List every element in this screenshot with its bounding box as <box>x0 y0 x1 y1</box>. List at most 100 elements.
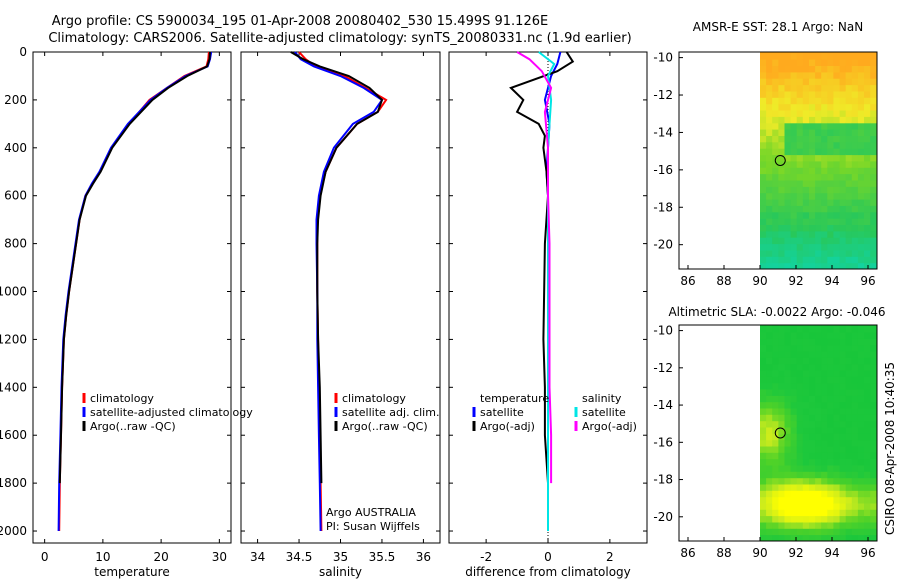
sla_map-cell <box>790 522 798 529</box>
sst_map-cell <box>766 218 773 225</box>
sst_map-cell <box>864 110 871 117</box>
sst_map-cell <box>790 110 798 117</box>
sla_map-cell <box>845 401 853 409</box>
sla_map-cell <box>870 363 877 371</box>
sla_map-cell <box>827 414 834 422</box>
sla_map-xtick-label: 90 <box>752 546 767 560</box>
sst_map-cell <box>821 97 828 105</box>
sla_map-cell <box>760 376 767 384</box>
sla_map-cell <box>766 503 773 510</box>
sst_map-cell <box>802 71 810 79</box>
sst_map-cell <box>796 243 804 251</box>
sst_map-cell <box>857 116 865 124</box>
sst_map-cell <box>766 199 773 206</box>
sst_map-cell <box>784 71 792 79</box>
sla_map-cell <box>760 338 767 346</box>
sst_map-cell <box>845 262 853 270</box>
sst_map-cell <box>857 205 865 213</box>
sla_map-cell <box>827 370 834 377</box>
sst_map-cell <box>845 103 853 111</box>
sla_map-cell <box>815 408 822 415</box>
sla_map-cell <box>802 522 810 529</box>
sst_map-cell <box>864 97 871 105</box>
sst_map-cell <box>857 148 865 156</box>
sla_map-cell <box>833 490 840 498</box>
sst_map-cell <box>766 135 773 143</box>
sla_map-cell <box>870 503 877 510</box>
sla_map-cell <box>845 338 853 346</box>
sla_map-cell <box>870 351 877 358</box>
temperature-ytick-label: 400 <box>4 141 27 155</box>
sla_map-cell <box>864 509 871 517</box>
sla_map-cell <box>821 433 828 441</box>
sla_map-cell <box>809 452 816 460</box>
sst_map-ytick-label: -10 <box>653 51 673 65</box>
sst_map-cell <box>839 249 847 257</box>
sla_map-cell <box>772 439 779 447</box>
sla_map-cell <box>815 446 822 453</box>
sla_map-cell <box>790 471 798 479</box>
sla_map-cell <box>839 389 847 396</box>
sst_map-cell <box>870 218 877 225</box>
sst_map-cell <box>796 135 804 143</box>
sla_map-cell <box>870 408 877 415</box>
sst_map-cell <box>864 154 871 162</box>
sla_map-cell <box>772 534 779 542</box>
sst_map-cell <box>851 52 859 60</box>
sla_map-cell <box>772 471 779 479</box>
sla_map-cell <box>833 484 840 491</box>
sst_map-cell <box>815 256 822 264</box>
sst_map-cell <box>833 52 840 60</box>
sst_map-cell <box>870 84 877 92</box>
sla_map-cell <box>772 465 779 472</box>
sst_map-cell <box>802 78 810 86</box>
sst_map-cell <box>857 249 865 257</box>
sla_map-cell <box>784 433 792 441</box>
sst_map-cell <box>870 90 877 98</box>
sla_map-cell <box>809 408 816 415</box>
sla_map-cell <box>784 446 792 453</box>
sst_map-cell <box>870 154 877 162</box>
sla_map-cell <box>839 477 847 485</box>
sla_map-cell <box>796 389 804 396</box>
sst_map-cell <box>778 262 785 270</box>
sst_map-cell <box>802 237 810 245</box>
sla_map-cell <box>870 325 877 327</box>
sla_map-cell <box>870 376 877 384</box>
sla_map-cell <box>851 471 859 479</box>
sst_map-cell <box>796 52 804 60</box>
sst_map-cell <box>790 59 798 66</box>
sla_map-cell <box>864 332 871 339</box>
sst_map-cell <box>864 249 871 257</box>
salinity-series-satellite-adj-clim- <box>294 51 384 532</box>
sla_map-cell <box>790 408 798 415</box>
sst_map-cell <box>772 129 779 136</box>
sst_map-cell <box>802 135 810 143</box>
sst_map-cell <box>778 116 785 124</box>
sst_map-cell <box>845 148 853 156</box>
sst_map-cell <box>790 167 798 175</box>
sst_map-cell <box>815 160 822 168</box>
sla_map-cell <box>784 389 792 396</box>
sst_map-cell <box>827 84 834 92</box>
sla_map-cell <box>839 484 847 491</box>
sla_map-cell <box>766 325 773 327</box>
sst_map-cell <box>784 262 792 270</box>
sst_map-cell <box>827 154 834 162</box>
sla_map-cell <box>827 401 834 409</box>
sla_map-cell <box>827 490 834 498</box>
sst_map-cell <box>845 78 853 86</box>
sst_map-cell <box>809 122 816 130</box>
sst_map-cell <box>796 52 804 54</box>
sst_map-cell <box>827 160 834 168</box>
salinity-xtick-label: 35.5 <box>369 550 396 564</box>
sst_map-cell <box>802 141 810 149</box>
sla_map-cell <box>778 427 785 434</box>
sst_map-cell <box>790 230 798 238</box>
sst_map-cell <box>851 160 859 168</box>
sla_map-cell <box>833 414 840 422</box>
sla_map-cell <box>778 325 785 327</box>
sst_map-cell <box>870 71 877 79</box>
sst_map-cell <box>815 71 822 79</box>
sst_map-cell <box>851 78 859 86</box>
